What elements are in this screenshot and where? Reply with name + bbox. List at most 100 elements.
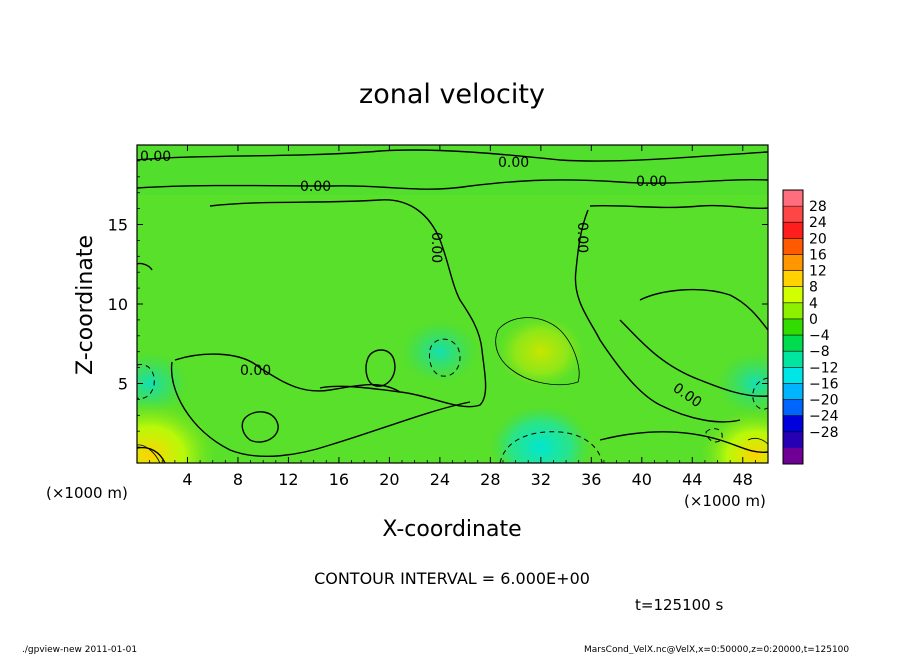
field-feature [137,399,218,463]
contour-label: 0.00 [636,174,667,190]
colorbar-segment [783,447,803,465]
colorbar-segment [783,351,803,368]
colorbar-label: 28 [809,199,827,215]
colorbar-label: −12 [809,360,839,376]
colorbar-frame [782,189,804,465]
colorbar-segment [783,431,803,449]
chart-title: zonal velocity [359,79,545,110]
contour-neg-right [752,377,768,410]
x-axis: 4 8 12 16 20 24 28 32 36 40 44 48 [149,145,756,489]
y-axis-label: Z-coordinate [73,235,98,375]
colorbar-label: 20 [809,231,827,247]
x-tick-label: 8 [233,470,243,489]
field-feature [401,320,478,383]
contour-neg-left [137,363,155,399]
y-tick-label: 5 [118,375,128,394]
x-scale-note-right: (×1000 m) [684,492,766,510]
footer-left: ./gpview-new 2011-01-01 [22,645,137,654]
contour-label: 0.00 [300,179,331,195]
x-tick-label: 44 [682,470,702,489]
x-tick-label: 20 [379,470,399,489]
colorbar-segment [783,335,803,352]
upper-layer-shade [137,145,768,195]
x-tick-label: 32 [531,470,551,489]
contour-zero-upper [137,179,768,190]
contour-zero-left-tongue [209,199,487,408]
contour-neg-bottom [499,431,603,463]
contour-neg-right-low [705,428,723,443]
x-tick-label: 36 [581,470,601,489]
contour-zero-upper-left-hook [137,262,153,271]
colorbar-label: −28 [809,425,839,441]
colorbar-segment [783,367,803,384]
colorbar-label: 24 [809,215,827,231]
colorbar-label: −20 [809,393,839,409]
colorbar-label: 16 [809,247,827,263]
contour-pos-bottom-left [137,444,161,463]
contour-label: 0.00 [574,222,590,253]
colorbar-segment [783,318,803,336]
color-features [137,315,768,463]
colorbar-segment [783,270,803,288]
field-feature [496,315,585,388]
x-tick-label: 28 [480,470,500,489]
contour-interval-label: CONTOUR INTERVAL = 6.000E+00 [314,569,590,588]
contour-zero-bottom-left [137,446,166,463]
contour-pos-bottom-right [747,437,768,445]
contour-dashed [137,338,768,463]
contour-label: 0.00 [240,363,271,379]
y-axis: 5 10 15 [108,160,768,448]
x-tick-label: 48 [733,470,753,489]
contour-lines [137,149,768,463]
colorbar-segment [783,383,803,401]
contour-pos-center [495,317,580,386]
time-label: t=125100 s [635,596,723,614]
x-axis-label: X-coordinate [382,517,521,542]
x-tick-label: 16 [329,470,349,489]
contour-labels: 0.00 0.00 0.00 0.00 0.00 0.00 0.00 0.00 [140,149,704,411]
contour-zero-island-1 [365,349,396,387]
contour-label: 0.00 [140,149,171,165]
x-tick-label: 24 [430,470,450,489]
contour-zero-mid-left [170,353,471,458]
contour-zero-lower-right [599,431,768,454]
field-feature [490,406,591,463]
x-scale-note-left: (×1000 m) [46,484,128,502]
y-tick-label: 10 [108,295,128,314]
colorbar-segment [783,222,803,239]
colorbar-segment [783,206,803,223]
x-tick-label: 12 [278,470,298,489]
plot-area: 0.00 0.00 0.00 0.00 0.00 0.00 0.00 0.00 [137,145,768,463]
colorbar-label: −24 [809,409,839,425]
y-tick-label: 15 [108,216,128,235]
colorbar-label: 8 [809,280,818,296]
contour-label: 0.00 [498,155,529,171]
colorbar-segment [783,190,803,207]
x-tick-label: 4 [182,470,192,489]
colorbar-label: 0 [809,312,818,328]
contour-zero-top [137,149,768,162]
field-feature [717,352,768,415]
colorbar-segment [783,238,803,255]
colorbar-segment [783,415,803,433]
colorbar-label: 4 [809,296,818,312]
contour-zero-right-tongue [574,204,768,423]
colorbar-segment [783,302,803,320]
contour-zero-right-low [619,288,768,397]
contour-thin-positive [137,317,768,463]
colorbar-segment [783,254,803,272]
contour-neg-mid [429,338,461,377]
field-background [137,145,768,463]
colorbar-segment [783,399,803,417]
colorbar-label: −4 [809,328,830,344]
colorbar-label: −16 [809,376,839,392]
x-tick-label: 40 [632,470,652,489]
footer-right: MarsCond_VelX.nc@VelX,x=0:50000,z=0:2000… [584,645,849,654]
colorbar-segment [783,286,803,304]
contour-label: 0.00 [428,232,444,263]
contour-zero-island-2 [241,411,279,443]
colorbar-label: −8 [809,344,830,360]
colorbar-label: 12 [809,264,827,280]
